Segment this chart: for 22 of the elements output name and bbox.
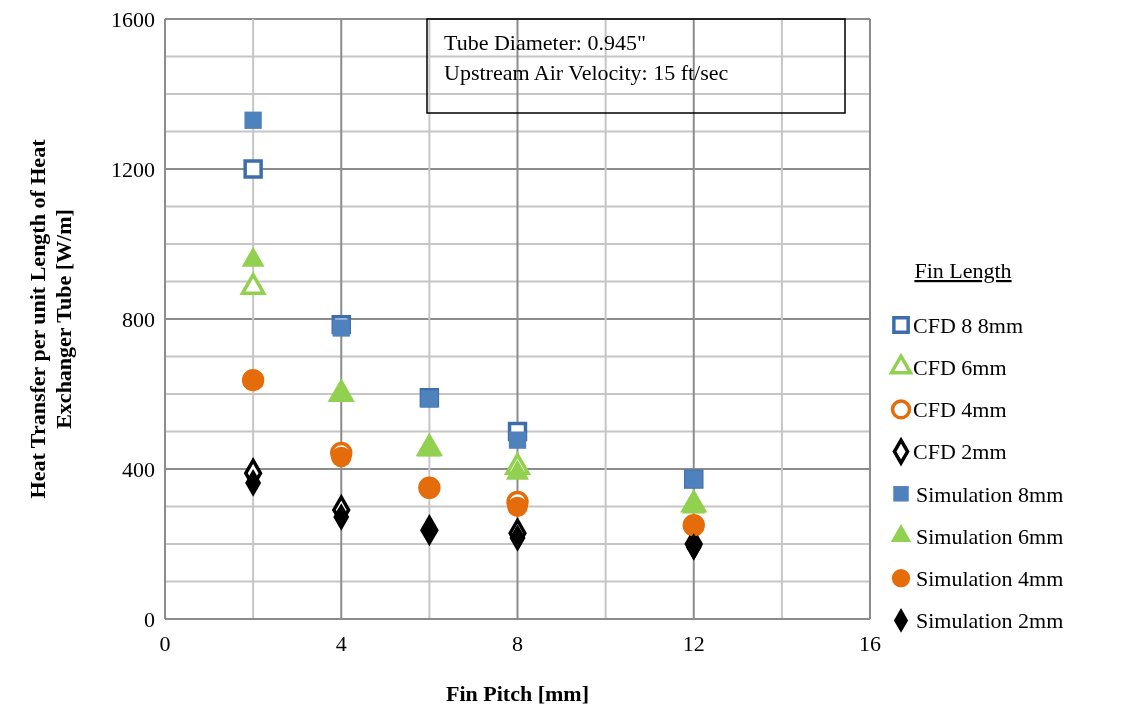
y-tick-label: 0 — [144, 606, 155, 632]
x-tick-label: 8 — [512, 631, 523, 656]
y-axis-title: Heat Transfer per unit Length of Heat Exchanger Tube [W/m] — [25, 138, 76, 499]
legend-label: CFD 6mm — [913, 354, 1007, 380]
legend-label: CFD 2mm — [913, 439, 1007, 465]
annotation: Tube Diameter: 0.945" Upstream Air Velocity: 15 ft/sec — [444, 30, 729, 85]
x-tick-label: 16 — [859, 631, 881, 656]
y-tick-label: 800 — [122, 306, 155, 332]
legend-label: Simulation 6mm — [916, 523, 1064, 549]
y-tick-label: 400 — [122, 456, 155, 482]
legend-label: Simulation 2mm — [916, 608, 1064, 634]
legend-title: Fin Length — [914, 258, 1012, 283]
y-tick-label: 1200 — [111, 156, 155, 182]
legend-label: CFD 8 8mm — [913, 312, 1024, 338]
y-tick-label: 1600 — [111, 6, 155, 32]
x-tick-label: 4 — [335, 631, 347, 656]
x-axis-title: Fin Pitch [mm] — [446, 681, 589, 706]
legend-label: Simulation 8mm — [916, 481, 1064, 507]
x-tick-label: 12 — [682, 631, 705, 656]
x-tick-label: 0 — [159, 631, 171, 656]
legend-label: Simulation 4mm — [916, 565, 1064, 591]
legend-label: CFD 4mm — [913, 397, 1007, 423]
